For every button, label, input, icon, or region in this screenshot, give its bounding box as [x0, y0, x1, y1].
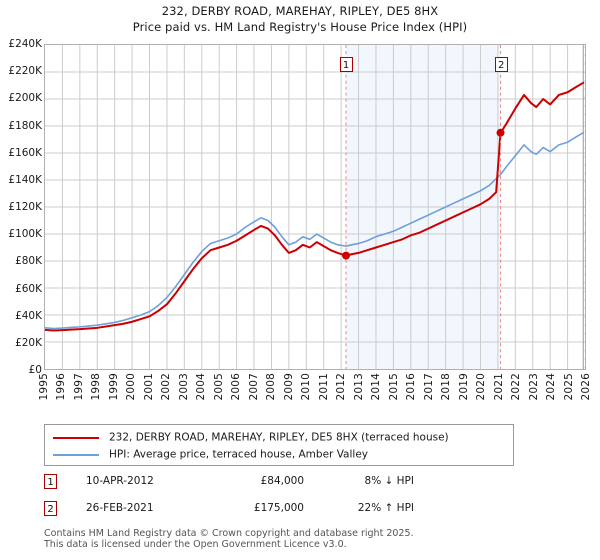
y-axis-tick: £220K	[8, 65, 42, 78]
y-axis-tick: £160K	[8, 146, 42, 159]
marker-badge-1: 1	[339, 57, 353, 72]
x-axis-tick: 2000	[125, 373, 138, 401]
x-axis-tick: 2026	[580, 373, 592, 401]
page-title-line1: 232, DERBY ROAD, MAREHAY, RIPLEY, DE5 8H…	[161, 4, 439, 18]
x-axis-tick: 2002	[160, 373, 173, 401]
page-title-line2: Price paid vs. HM Land Registry's House …	[132, 20, 468, 34]
x-axis-tick: 2007	[247, 373, 260, 401]
footer-attribution: Contains HM Land Registry data © Crown c…	[44, 528, 564, 550]
legend-label-property: 232, DERBY ROAD, MAREHAY, RIPLEY, DE5 8H…	[109, 431, 449, 444]
chart-data-lines	[45, 45, 585, 369]
y-axis-tick: £60K	[15, 282, 42, 295]
x-axis-tick: 1996	[55, 373, 68, 401]
x-axis-tick: 2012	[335, 373, 348, 401]
x-axis-tick: 2021	[492, 373, 505, 401]
x-axis-tick: 2013	[352, 373, 365, 401]
y-axis-labels: £0 £20K £40K £60K £80K £100K £120K £140K £160K £1…	[0, 0, 42, 560]
x-axis-tick: 2005	[212, 373, 225, 401]
y-axis-tick: £40K	[15, 309, 42, 322]
y-axis-tick: £0	[28, 364, 42, 376]
x-axis-tick: 2018	[440, 373, 453, 401]
y-axis-tick: £20K	[15, 336, 42, 349]
x-axis-tick: 2022	[510, 373, 523, 401]
x-axis-tick: 1997	[72, 373, 85, 401]
y-axis-tick: £120K	[8, 201, 42, 213]
footer-line-2: This data is licensed under the Open Gov…	[44, 539, 347, 550]
x-axis-tick: 2023	[527, 373, 540, 401]
footer-line-1: Contains HM Land Registry data © Crown c…	[44, 528, 414, 539]
transaction-hpi-delta: 8% ↓ HPI	[364, 475, 414, 487]
x-axis-tick: 2019	[457, 373, 470, 401]
x-axis-tick: 2008	[265, 373, 278, 401]
x-axis-tick: 2004	[195, 373, 208, 401]
transaction-row: 1 10-APR-2012 £84,000 8% ↓ HPI	[44, 474, 514, 492]
x-axis-tick: 1998	[90, 373, 103, 401]
x-axis-tick: 2001	[142, 373, 155, 401]
legend-swatch-property	[53, 436, 99, 439]
transaction-hpi-delta: 22% ↑ HPI	[357, 502, 414, 514]
x-axis-tick: 2011	[317, 373, 330, 401]
transaction-date: 26-FEB-2021	[86, 502, 154, 514]
x-axis-tick: 2020	[475, 373, 488, 401]
x-axis-tick: 2006	[230, 373, 243, 401]
marker-badge-2: 2	[494, 57, 508, 72]
chart-plot-area	[44, 44, 586, 370]
y-axis-tick: £180K	[8, 119, 42, 132]
y-axis-tick: £100K	[8, 228, 42, 241]
transaction-date: 10-APR-2012	[86, 475, 154, 487]
transaction-price: £84,000	[260, 475, 304, 487]
x-axis-tick: 2025	[562, 373, 575, 401]
transaction-price: £175,000	[253, 502, 304, 514]
x-axis-tick: 2010	[300, 373, 313, 401]
transaction-row: 2 26-FEB-2021 £175,000 22% ↑ HPI	[44, 501, 514, 519]
transaction-index-badge: 1	[44, 474, 57, 489]
x-axis-tick: 1995	[38, 373, 50, 401]
x-axis-tick: 2015	[387, 373, 400, 401]
legend-item-property: 232, DERBY ROAD, MAREHAY, RIPLEY, DE5 8H…	[53, 429, 449, 445]
legend-swatch-hpi	[53, 453, 99, 456]
x-axis-tick: 2003	[177, 373, 190, 401]
y-axis-tick: £240K	[8, 38, 42, 50]
x-axis-tick: 2016	[405, 373, 418, 401]
chart-legend: 232, DERBY ROAD, MAREHAY, RIPLEY, DE5 8H…	[44, 424, 514, 466]
x-axis-tick: 2014	[370, 373, 383, 401]
y-axis-tick: £140K	[8, 173, 42, 186]
transaction-index-badge: 2	[44, 501, 57, 516]
y-axis-tick: £200K	[8, 92, 42, 105]
x-axis-tick: 1999	[107, 373, 120, 401]
x-axis-tick: 2024	[545, 373, 558, 401]
x-axis-tick: 2009	[282, 373, 295, 401]
y-axis-tick: £80K	[15, 255, 42, 268]
legend-label-hpi: HPI: Average price, terraced house, Ambe…	[109, 448, 368, 461]
x-axis-tick: 2017	[422, 373, 435, 401]
legend-item-hpi: HPI: Average price, terraced house, Ambe…	[53, 446, 368, 462]
